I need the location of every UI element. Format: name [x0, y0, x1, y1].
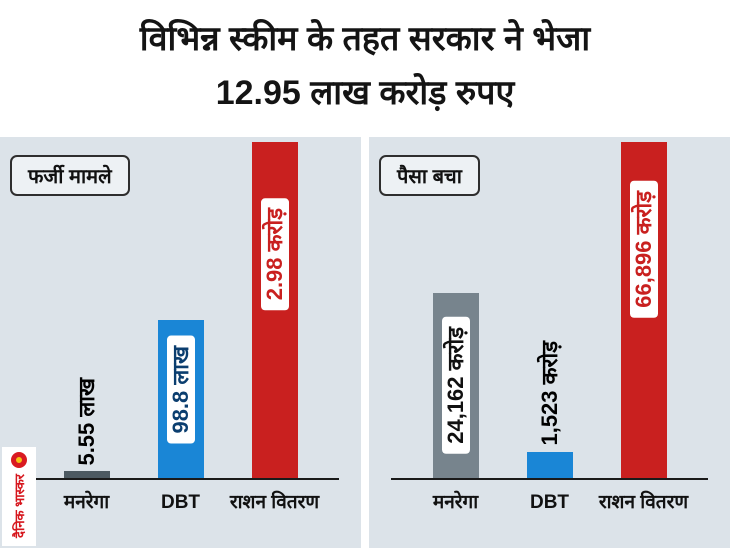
- bar-value-label: 2.98 करोड़: [260, 197, 289, 310]
- bar-group-mnrega: 5.55 लाख मनरेगा: [63, 144, 110, 513]
- bar-value-label: 5.55 लाख: [73, 378, 99, 466]
- page-title-line1: विभिन्न स्कीम के तहत सरकार ने भेजा: [139, 20, 591, 58]
- bar-group-ration: 2.98 करोड़ राशन वितरण: [230, 142, 319, 513]
- x-axis-label-dbt: DBT: [160, 492, 201, 513]
- x-axis-label-ration: राशन वितरण: [229, 492, 320, 513]
- chart-money-saved: 24,162 करोड़ मनरेगा 1,523 करोड़ DBT 66,8…: [391, 142, 708, 513]
- bar-mnrega: [63, 471, 110, 478]
- brand-sun-icon: [11, 452, 27, 469]
- panel-money-saved-label: पैसा बचा: [379, 155, 480, 196]
- x-axis-label-dbt: DBT: [529, 492, 570, 513]
- bar-dbt: [526, 452, 573, 478]
- bar-group-dbt: 98.8 लाख DBT: [157, 144, 204, 513]
- bar-value-label: 24,162 करोड़: [441, 317, 470, 454]
- panel-money-saved: पैसा बचा 24,162 करोड़ मनरेगा 1,523 करोड़…: [369, 137, 730, 548]
- bar-group-mnrega: 24,162 करोड़ मनरेगा: [432, 144, 479, 513]
- brand-logo: दैनिक भास्कर: [2, 447, 36, 546]
- bar-group-ration: 66,896 करोड़ राशन वितरण: [599, 142, 688, 513]
- panel-fake-cases: फर्जी मामले 5.55 लाख मनरेगा 98.8 लाख DBT…: [0, 137, 361, 548]
- brand-name: दैनिक भास्कर: [11, 474, 27, 538]
- x-axis-label-mnrega: मनरेगा: [63, 492, 110, 513]
- charts-row: फर्जी मामले 5.55 लाख मनरेगा 98.8 लाख DBT…: [0, 137, 730, 548]
- bar-value-label: 66,896 करोड़: [629, 181, 658, 318]
- x-axis-label-mnrega: मनरेगा: [432, 492, 479, 513]
- bar-value-label: 1,523 करोड़: [536, 341, 562, 446]
- panel-fake-cases-label: फर्जी मामले: [10, 155, 130, 196]
- x-axis-label-ration: राशन वितरण: [598, 492, 689, 513]
- header: विभिन्न स्कीम के तहत सरकार ने भेजा 12.95…: [0, 0, 730, 137]
- page-title-line2: 12.95 लाख करोड़ रुपए: [215, 74, 515, 113]
- bar-group-dbt: 1,523 करोड़ DBT: [526, 144, 573, 513]
- chart-fake-cases: 5.55 लाख मनरेगा 98.8 लाख DBT 2.98 करोड़ …: [22, 142, 339, 513]
- bar-value-label: 98.8 लाख: [166, 336, 195, 444]
